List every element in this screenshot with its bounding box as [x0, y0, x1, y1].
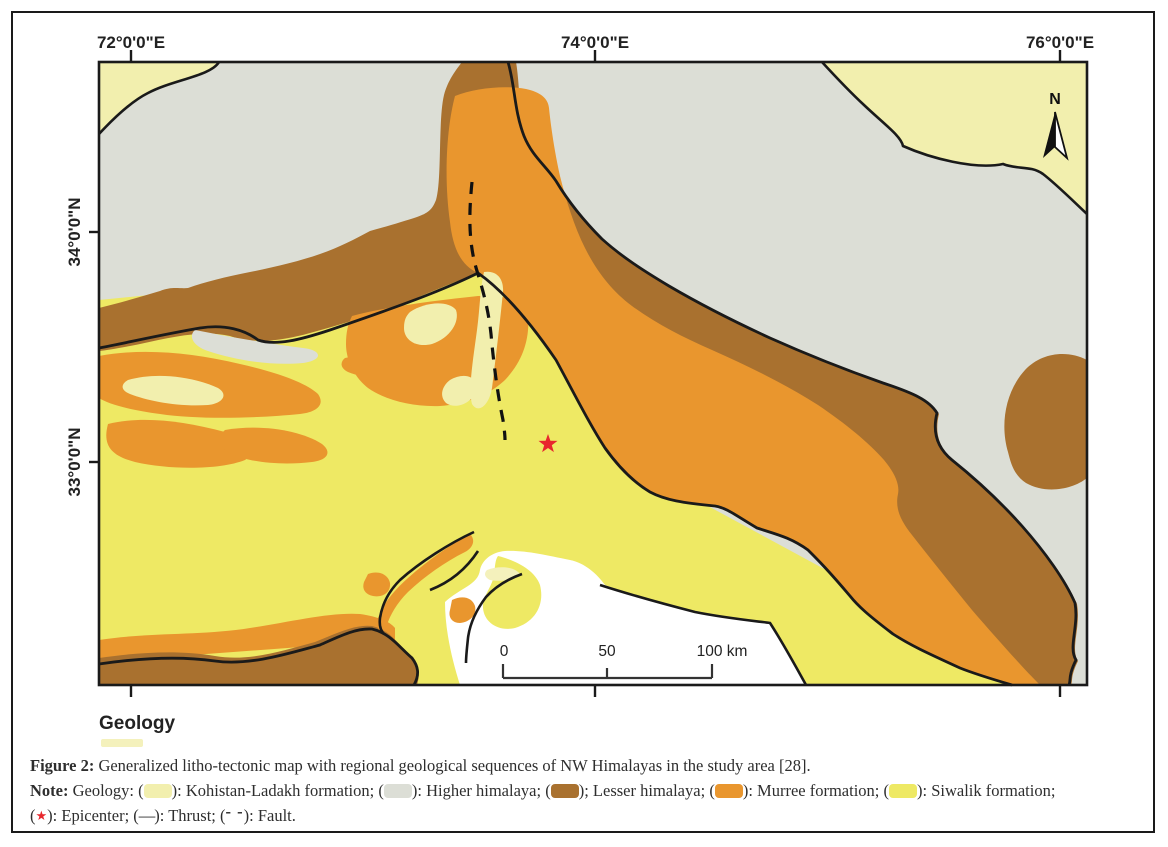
gray-wedge [191, 330, 319, 364]
pale-streak [442, 375, 477, 406]
symbol-item: (—): Thrust; [133, 806, 220, 825]
higher-himalaya-swatch-icon [383, 784, 412, 798]
region-kohistan-topleft [99, 62, 219, 134]
region-kohistan-topright [822, 62, 1087, 214]
symbol-item: (★): Epicenter; [30, 806, 134, 825]
lat-label-34: 34°0'0"N [65, 198, 84, 267]
geological-map: 72°0'0"E 74°0'0"E 76°0'0"E 34°0'0"N 33°0… [65, 33, 1094, 747]
epicenter-star-icon: ★ [35, 808, 48, 823]
figure-label: Figure 2: [30, 756, 95, 775]
geology-prefix: Geology: [68, 781, 139, 800]
north-arrow-right [1054, 111, 1069, 161]
geology-layer-label: Geology [99, 713, 175, 734]
lat-label-33: 33°0'0"N [65, 428, 84, 497]
thrust-line-southwest [477, 271, 1013, 687]
thrust-line-left [98, 271, 479, 350]
region-murree [446, 87, 1040, 685]
pale-streak [122, 375, 224, 406]
legend-item: (): Siwalik formation; [883, 781, 1056, 800]
siwalik-swatch-icon [889, 784, 917, 798]
murree-streak [106, 419, 252, 468]
legend-item: (): Murree formation; [709, 781, 884, 800]
lon-label-74: 74°0'0"E [561, 33, 629, 52]
legend-swatch-sliver [101, 739, 143, 747]
legend-item: (): Kohistan-Ladakh formation; [138, 781, 379, 800]
figure-caption: Figure 2: Generalized litho-tectonic map… [30, 753, 1142, 828]
north-arrow: N [1043, 91, 1069, 161]
murree-streak [220, 427, 328, 464]
murree-bottom-fringe [99, 613, 395, 662]
caption-line-3: (★): Epicenter; (—): Thrust; (- -): Faul… [30, 802, 1142, 828]
murree-claw-blob [363, 572, 391, 597]
legend-item: (): Higher himalaya; [378, 781, 546, 800]
pale-streak [470, 271, 504, 409]
fault-line [468, 181, 507, 441]
scale-bar: 0 50 100 km [500, 643, 748, 680]
region-siwalik [99, 260, 1020, 685]
note-label: Note: [30, 781, 69, 800]
lon-label-72: 72°0'0"E [97, 33, 165, 52]
region-lesser-bottom-band [99, 625, 419, 685]
murree-swatch-icon [714, 784, 743, 798]
boundary-line [98, 61, 221, 135]
graticule-ticks [89, 50, 1062, 697]
thrust-line-tongue [464, 572, 523, 664]
figure-outer-border [11, 11, 1155, 833]
pale-streak [404, 303, 457, 346]
north-arrow-left [1043, 112, 1055, 158]
caption-line-2: Note: Geology: (): Kohistan-Ladakh forma… [30, 778, 1142, 803]
thrust-line-bottom [98, 627, 419, 686]
kohistan-swatch-icon [143, 784, 172, 798]
thrust-line-claw [378, 530, 475, 635]
scale-100: 100 km [697, 643, 748, 660]
thrust-line-northeast [506, 61, 1078, 686]
epicenter-star [538, 434, 558, 453]
figure-text: Generalized litho-tectonic map with regi… [94, 756, 811, 775]
lesser-himalaya-swatch-icon [550, 784, 579, 798]
boundary-line [821, 61, 1088, 215]
north-label: N [1049, 91, 1061, 108]
scale-0: 0 [500, 643, 509, 660]
thrust-line-icon: — [138, 806, 155, 825]
scale-50: 50 [598, 643, 616, 660]
legend-item: (); Lesser himalaya; [545, 781, 710, 800]
caption-line-1: Figure 2: Generalized litho-tectonic map… [30, 753, 1142, 778]
region-lesser-blob-right [1004, 354, 1087, 490]
murree-claw-strip [376, 534, 474, 630]
thrust-line-white-edge [599, 583, 808, 686]
thrust-line-claw-inner [429, 550, 480, 592]
symbol-item: (- -): Fault. [220, 802, 296, 825]
fault-line-icon: - - [225, 802, 244, 821]
lon-label-76: 76°0'0"E [1026, 33, 1094, 52]
map-frame [97, 60, 1089, 687]
murree-claw-blob2 [449, 597, 476, 623]
